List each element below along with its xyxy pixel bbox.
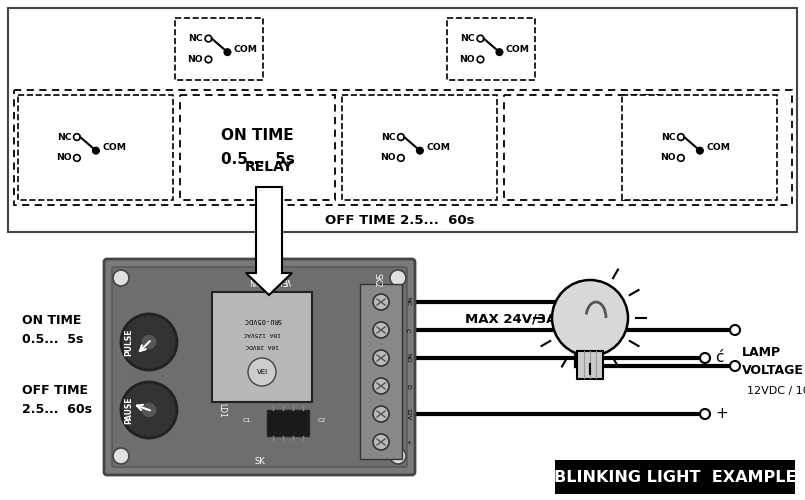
Text: 10A 28VDC: 10A 28VDC [246,344,279,348]
Text: SRU-05VDC: SRU-05VDC [243,317,281,323]
Text: SK2: SK2 [373,273,382,287]
Bar [447,18,535,80]
Text: COM: COM [233,44,258,54]
Text: COM: COM [102,143,126,152]
Text: LD1: LD1 [217,402,226,417]
Bar [342,95,497,200]
Text: NC: NC [57,132,72,141]
Bar [267,410,309,436]
Text: NC: NC [188,34,203,43]
Text: ON TIME
0.5...  5s: ON TIME 0.5... 5s [22,314,84,346]
Circle shape [373,406,389,422]
Bar [360,284,402,459]
Text: 12VDC / 100mA: 12VDC / 100mA [747,386,805,396]
Text: NC: NC [405,298,410,306]
Text: MAX 24V/3A: MAX 24V/3A [465,312,556,325]
Circle shape [121,382,177,438]
Circle shape [700,353,710,363]
Text: 10A 125VAC: 10A 125VAC [243,332,281,336]
Circle shape [477,35,484,42]
Text: SK: SK [254,458,265,466]
Circle shape [121,314,177,370]
Text: NC: NC [381,132,395,141]
Bar [212,292,312,402]
Circle shape [224,49,231,56]
Text: VELLEMANN: VELLEMANN [249,276,291,284]
Text: COM: COM [426,143,450,152]
Circle shape [398,134,404,140]
Text: PULSE: PULSE [125,328,134,356]
Circle shape [113,270,129,286]
Text: 12V: 12V [405,408,410,420]
Circle shape [696,148,704,154]
Text: LAMP
VOLTAGE: LAMP VOLTAGE [742,346,804,376]
Circle shape [113,448,129,464]
Text: C: C [405,328,410,332]
Circle shape [141,334,157,350]
Circle shape [141,402,157,418]
Circle shape [390,448,406,464]
Bar [555,460,795,494]
Text: NO: NO [380,154,395,162]
Text: NC: NC [661,132,675,141]
Circle shape [93,148,99,154]
Text: VEI: VEI [257,369,267,375]
Bar [622,95,777,200]
Circle shape [373,294,389,310]
Circle shape [73,134,80,140]
Circle shape [205,56,212,63]
Text: +: + [405,440,410,444]
Bar [14,90,792,205]
FancyBboxPatch shape [112,267,407,467]
Circle shape [730,325,740,335]
Circle shape [678,154,684,162]
Text: OFF TIME 2.5...  60s: OFF TIME 2.5... 60s [325,214,475,226]
Circle shape [373,434,389,450]
Bar [504,95,659,200]
Text: NC: NC [460,34,475,43]
FancyArrow shape [246,187,292,295]
Circle shape [373,322,389,338]
Text: PAUSE: PAUSE [125,396,134,424]
Text: NO: NO [188,55,203,64]
Circle shape [496,49,503,56]
Circle shape [390,270,406,286]
Circle shape [373,378,389,394]
Text: +: + [715,406,728,422]
Circle shape [73,154,80,162]
Bar [180,95,335,200]
Circle shape [552,280,628,356]
Circle shape [205,35,212,42]
Bar [18,95,173,200]
Circle shape [398,154,404,162]
Bar [577,351,603,379]
Circle shape [477,56,484,63]
Bar [175,18,263,80]
Text: OFF TIME
2.5...  60s: OFF TIME 2.5... 60s [22,384,92,416]
Text: C2: C2 [318,418,326,422]
Circle shape [373,350,389,366]
Circle shape [678,134,684,140]
Bar [8,8,797,232]
Circle shape [416,148,423,154]
Text: COM: COM [706,143,730,152]
Circle shape [700,409,710,419]
Circle shape [730,361,740,371]
Text: C1: C1 [243,418,251,422]
Text: NO: NO [56,154,72,162]
Text: NO: NO [405,353,410,363]
Text: BLINKING LIGHT  EXAMPLE: BLINKING LIGHT EXAMPLE [554,470,796,484]
Text: NO: NO [660,154,675,162]
Text: NO: NO [460,55,475,64]
FancyBboxPatch shape [104,259,415,475]
Text: D: D [405,384,410,388]
Circle shape [248,358,276,386]
Text: RELAY: RELAY [245,160,293,174]
Text: ć: ć [715,350,724,366]
Text: COM: COM [506,44,530,54]
Text: ON TIME
0.5...  5s: ON TIME 0.5... 5s [221,128,295,166]
